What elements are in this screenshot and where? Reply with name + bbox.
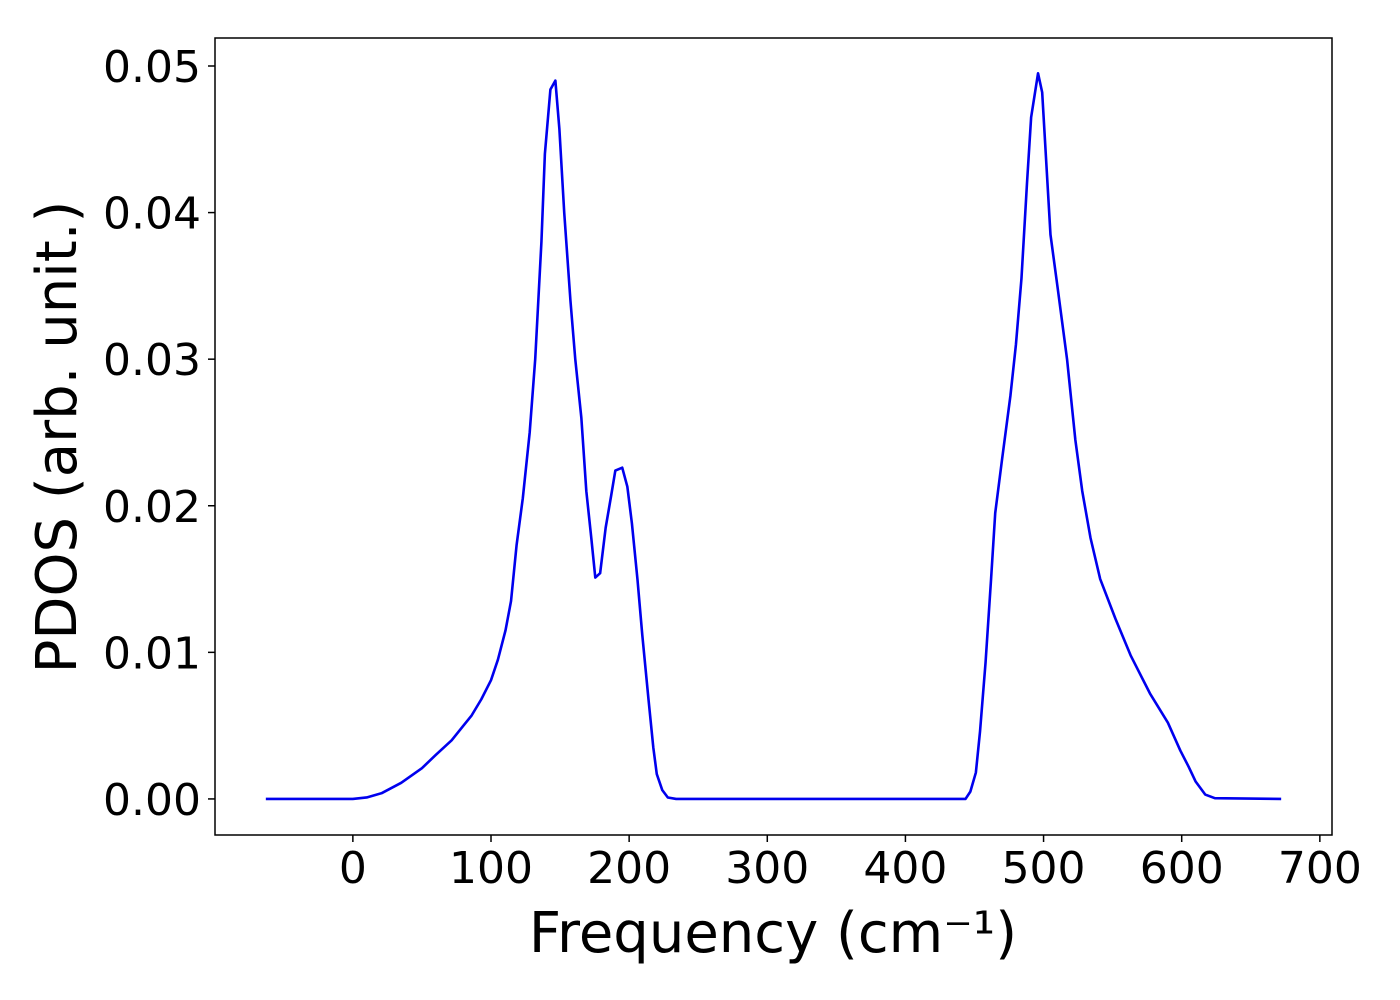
x-tick-label: 100	[449, 843, 533, 894]
x-tick-label: 400	[863, 843, 947, 894]
y-tick-label: 0.01	[103, 628, 201, 679]
data-line	[265, 72, 1282, 801]
y-tick-label: 0.03	[103, 335, 201, 386]
plot-frame	[214, 37, 1333, 836]
x-tick-label: 300	[725, 843, 809, 894]
x-tick-label: 500	[1002, 843, 1086, 894]
y-tick-label: 0.05	[103, 42, 201, 93]
x-tick-label: 0	[339, 843, 367, 894]
x-tick-label: 200	[587, 843, 671, 894]
y-axis-label: PDOS (arb. unit.)	[25, 201, 90, 674]
y-tick-label: 0.04	[103, 189, 201, 240]
x-tick-label: 600	[1140, 843, 1224, 894]
x-axis-label: Frequency (cm⁻¹)	[529, 901, 1017, 966]
y-tick-label: 0.00	[103, 775, 201, 826]
y-tick-label: 0.02	[103, 482, 201, 533]
x-tick-label: 700	[1278, 843, 1362, 894]
